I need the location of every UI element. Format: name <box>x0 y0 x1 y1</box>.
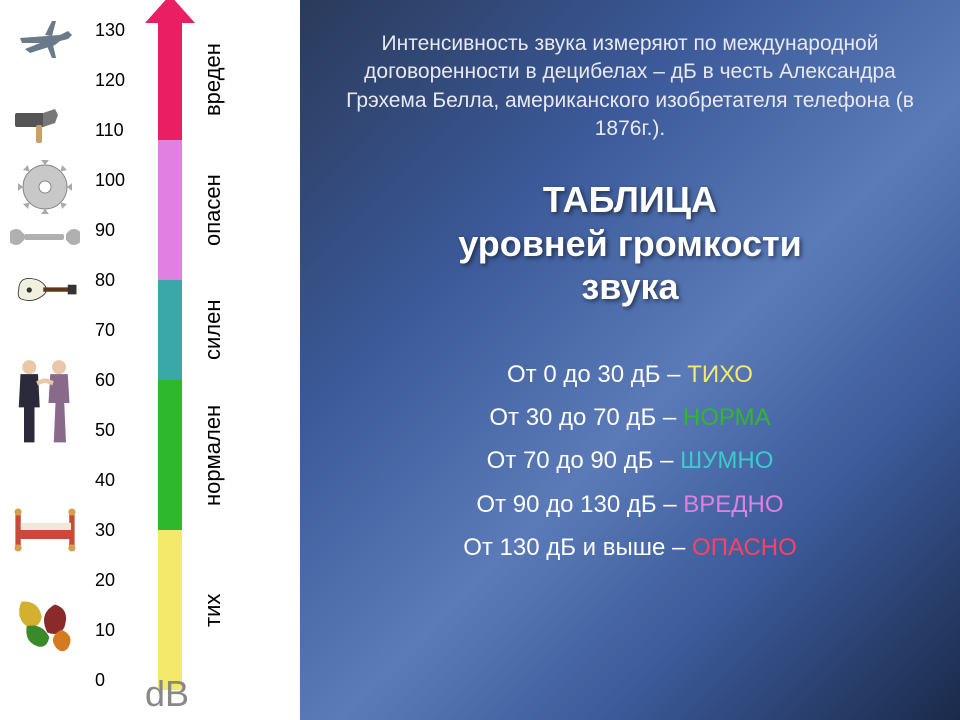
db-tick: 110 <box>95 120 124 141</box>
bar-segment <box>158 530 182 690</box>
title-line: звука <box>581 266 678 307</box>
zone-labels-column: вреден опасен силен нормален тих <box>190 0 240 720</box>
intro-paragraph: Интенсивность звука измеряют по междунар… <box>340 30 920 143</box>
zone-label: силен <box>200 280 226 380</box>
info-panel: Интенсивность звука измеряют по междунар… <box>300 0 960 720</box>
db-unit-label: dB <box>145 673 189 715</box>
level-word: НОРМА <box>683 404 771 431</box>
bar-segment <box>158 280 182 380</box>
leaves-icon <box>10 585 80 665</box>
db-tick: 120 <box>95 70 125 91</box>
db-tick: 30 <box>95 520 115 541</box>
table-title: ТАБЛИЦА уровней громкости звука <box>340 178 920 308</box>
decibel-numbers-column: 130 120 110 100 90 80 70 60 50 40 30 20 … <box>90 0 150 720</box>
db-tick: 10 <box>95 620 115 641</box>
airplane-icon <box>10 10 80 70</box>
level-row: От 90 до 130 дБ – ВРЕДНО <box>340 483 920 526</box>
levels-list: От 0 до 30 дБ – ТИХО От 30 до 70 дБ – НО… <box>340 353 920 569</box>
guitar-icon <box>10 260 80 320</box>
bed-icon <box>10 495 80 565</box>
source-icons-column <box>0 0 90 720</box>
level-word: ОПАСНО <box>692 534 797 561</box>
decibel-scale-panel: 130 120 110 100 90 80 70 60 50 40 30 20 … <box>0 0 300 720</box>
level-row: От 0 до 30 дБ – ТИХО <box>340 353 920 396</box>
bar-segment <box>158 20 182 140</box>
db-tick: 20 <box>95 570 115 591</box>
bar-segment <box>158 140 182 280</box>
db-tick: 70 <box>95 320 115 341</box>
db-tick: 100 <box>95 170 125 191</box>
zone-label: нормален <box>200 380 226 530</box>
color-bar-column <box>150 0 190 720</box>
bar-segment <box>158 380 182 530</box>
level-word: ШУМНО <box>680 447 773 474</box>
db-tick: 90 <box>95 220 115 241</box>
level-word: ВРЕДНО <box>683 491 783 518</box>
level-row: От 30 до 70 дБ – НОРМА <box>340 396 920 439</box>
zone-label: тих <box>200 535 226 685</box>
level-word: ТИХО <box>687 361 753 388</box>
hammer-icon <box>10 100 80 150</box>
people-icon <box>10 345 80 460</box>
level-row: От 130 дБ и выше – ОПАСНО <box>340 526 920 569</box>
title-line: ТАБЛИЦА <box>543 179 717 220</box>
db-tick: 80 <box>95 270 115 291</box>
db-tick: 40 <box>95 470 115 491</box>
sawblade-icon <box>10 160 80 215</box>
db-tick: 0 <box>95 670 105 691</box>
level-row: От 70 до 90 дБ – ШУМНО <box>340 439 920 482</box>
level-range: От 70 до 90 дБ – <box>487 447 681 474</box>
db-tick: 130 <box>95 20 125 41</box>
level-range: От 30 до 70 дБ – <box>489 404 683 431</box>
title-line: уровней громкости <box>458 223 802 264</box>
level-range: От 90 до 130 дБ – <box>476 491 683 518</box>
level-range: От 0 до 30 дБ – <box>507 361 687 388</box>
zone-label: вреден <box>200 20 226 140</box>
level-range: От 130 дБ и выше – <box>463 534 692 561</box>
db-tick: 60 <box>95 370 115 391</box>
wrench-icon <box>10 215 80 260</box>
zone-label: опасен <box>200 140 226 280</box>
db-tick: 50 <box>95 420 115 441</box>
